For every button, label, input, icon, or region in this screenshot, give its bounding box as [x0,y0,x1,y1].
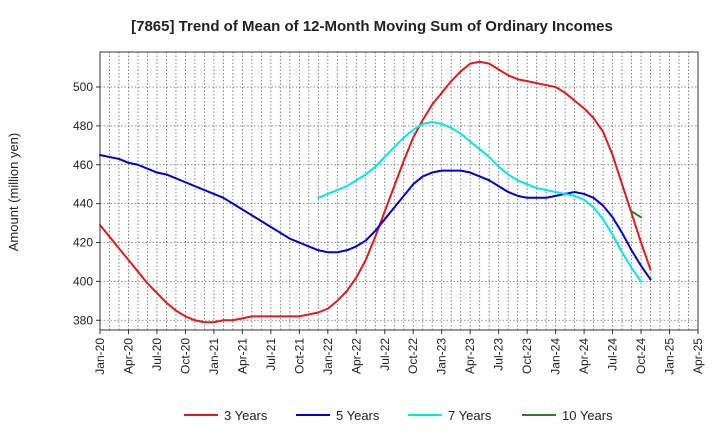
x-tick-label: Jan-20 [93,338,107,375]
legend-label-10-years: 10 Years [562,408,613,423]
x-tick-label: Apr-22 [349,338,363,374]
series-line-3-years [99,60,652,324]
legend-label-3-years: 3 Years [224,408,268,423]
x-tick-label: Apr-24 [577,338,591,374]
y-tick-label: 480 [73,119,93,133]
x-tick-label: Jan-22 [321,338,335,375]
x-tick-label: Jul-21 [264,338,278,371]
x-tick-label: Oct-22 [406,338,420,374]
x-tick-label: Jul-20 [150,338,164,371]
chart-title: [7865] Trend of Mean of 12-Month Moving … [131,18,613,35]
x-axis-ticks: Jan-20 Apr-20 Jul-20 Oct-20 Jan-21 Apr-21 Jul-… [93,330,705,375]
x-tick-label: Jul-22 [378,338,392,371]
x-tick-label: Oct-23 [520,338,534,374]
grid [100,52,698,330]
plot-area [100,52,698,330]
series-group [99,60,652,324]
legend: 3 Years 5 Years 7 Years 10 Years [184,408,613,423]
x-tick-label: Oct-20 [178,338,192,374]
legend-label-7-years: 7 Years [448,408,492,423]
x-tick-label: Jan-25 [663,338,677,375]
x-tick-label: Jul-24 [606,338,620,371]
series-line-7-years [317,120,643,283]
legend-label-5-years: 5 Years [336,408,380,423]
x-tick-label: Jan-24 [549,338,563,375]
y-tick-label: 500 [73,80,93,94]
x-tick-label: Jul-23 [492,338,506,371]
plot-border [99,51,699,331]
y-tick-label: 460 [73,158,93,172]
y-tick-label: 400 [73,274,93,288]
series-line-5-years [99,154,652,281]
y-axis-label: Amount (million yen) [6,133,21,252]
y-axis-ticks: 380 400 420 440 460 480 500 [73,80,100,327]
x-tick-label: Jan-21 [207,338,221,375]
x-tick-label: Apr-21 [235,338,249,374]
x-tick-label: Oct-24 [634,338,648,374]
y-tick-label: 420 [73,236,93,250]
x-tick-label: Oct-21 [292,338,306,374]
x-tick-label: Apr-23 [463,338,477,374]
series-line-10-years [630,210,643,219]
y-tick-label: 440 [73,197,93,211]
x-tick-label: Apr-25 [691,338,705,374]
y-tick-label: 380 [73,313,93,327]
x-tick-label: Apr-20 [121,338,135,374]
x-tick-label: Jan-23 [435,338,449,375]
